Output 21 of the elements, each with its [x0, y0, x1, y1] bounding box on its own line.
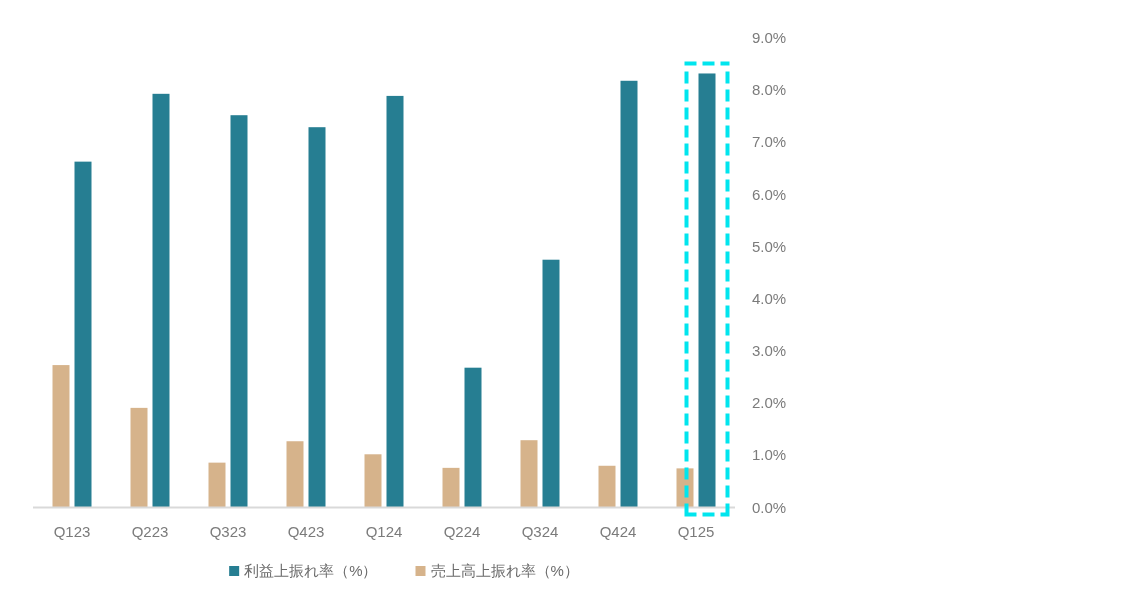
y-tick-label: 8.0% — [752, 81, 787, 99]
x-tick-label: Q423 — [287, 522, 325, 540]
x-tick-label: Q125 — [677, 522, 715, 540]
y-tick-label: 2.0% — [752, 394, 787, 412]
x-tick-label: Q323 — [209, 522, 247, 540]
y-tick-label: 0.0% — [752, 498, 787, 516]
x-tick-label: Q324 — [521, 522, 559, 540]
y-tick-label: 4.0% — [752, 289, 787, 307]
y-tick-label: 1.0% — [752, 446, 787, 464]
x-tick-label: Q123 — [53, 522, 91, 540]
y-tick-label: 6.0% — [752, 185, 787, 203]
y-tick-label: 5.0% — [752, 237, 787, 255]
legend-label: 売上高上振れ率（%） — [430, 562, 579, 579]
x-tick-label: Q124 — [365, 522, 403, 540]
y-tick-label: 3.0% — [752, 342, 787, 359]
legend-label: 利益上振れ率（%） — [244, 562, 378, 579]
x-tick-label: Q223 — [131, 522, 169, 540]
y-tick-label: 9.0% — [752, 29, 787, 46]
y-tick-label: 7.0% — [752, 133, 787, 151]
x-tick-label: Q224 — [443, 522, 481, 540]
x-tick-label: Q424 — [599, 522, 637, 540]
